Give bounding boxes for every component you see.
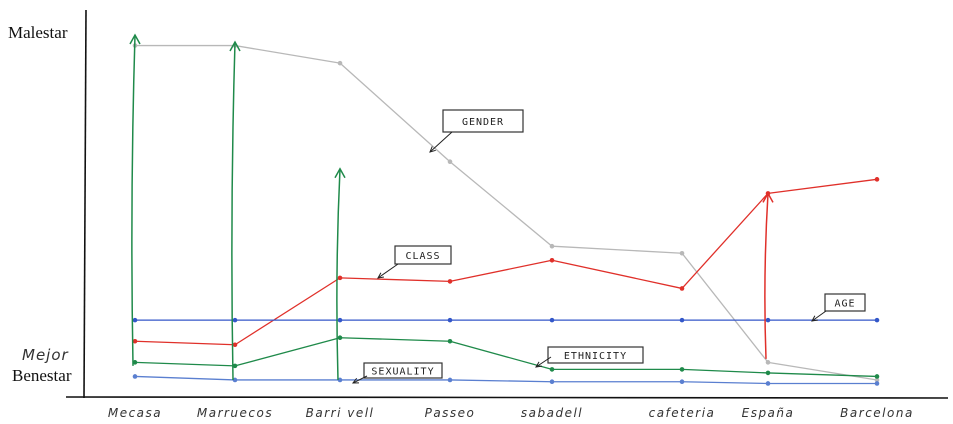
y-bottom-hand-label: Mejor — [22, 346, 69, 364]
point-gender-barri-vell — [337, 60, 343, 66]
pointer-class — [377, 263, 399, 279]
point-age-cafeteria — [679, 317, 685, 323]
pointer-head-gender — [429, 146, 436, 153]
point-age-passeo — [447, 317, 453, 323]
pointer-head-ethnicity — [535, 361, 543, 368]
point-gender-passeo — [447, 159, 453, 165]
label-box-ethnicity — [547, 346, 644, 364]
pointer-head-class — [377, 272, 385, 279]
label-gender: GENDER — [462, 117, 504, 128]
label-box-sexuality — [363, 362, 443, 379]
pointer-age — [811, 310, 827, 322]
point-class-marruecos — [232, 342, 238, 348]
point-sexuality-barcelona — [874, 381, 880, 386]
x-tick-barri-vell: Barri vell — [306, 406, 375, 420]
y-bottom-label: Benestar — [12, 366, 72, 385]
y-top-label: Malestar — [8, 23, 68, 42]
x-tick-marruecos: Marruecos — [197, 406, 273, 420]
point-sexuality-barri-vell — [337, 377, 343, 383]
x-tick-barcelona: Barcelona — [840, 406, 914, 420]
pointer-sexuality — [352, 375, 368, 384]
point-sexuality-passeo — [447, 377, 453, 383]
arrow-head-3 — [334, 167, 346, 179]
point-ethnicity-sabadell — [549, 367, 555, 372]
x-tick-sabadell: sabadell — [521, 406, 583, 420]
arrow-head-2 — [229, 40, 241, 52]
point-age-sabadell — [549, 317, 555, 323]
tag-layer: GENDER CLASS AGE ETHNICITY SEXUALITY — [351, 109, 866, 384]
pointer-ethnicity — [535, 356, 552, 368]
pointer-gender — [429, 131, 453, 153]
point-ethnicity-passeo — [447, 338, 453, 344]
point-gender-sabadell — [549, 243, 555, 249]
point-sexuality-cafeteria — [679, 379, 685, 385]
point-ethnicity-mecasa — [132, 360, 138, 365]
label-sexuality: SEXUALITY — [371, 367, 434, 378]
arrow-line-4 — [764, 193, 769, 359]
point-ethnicity-barri-vell — [337, 335, 343, 341]
series-layer — [132, 43, 880, 386]
point-gender-espa-a — [765, 360, 771, 365]
y-axis — [83, 9, 87, 399]
x-tick-labels: Mecasa Marruecos Barri vell Passeo sabadell c… — [108, 406, 914, 420]
point-ethnicity-cafeteria — [679, 367, 685, 372]
pointer-head-age — [811, 315, 818, 322]
point-ethnicity-espa-a — [765, 370, 771, 376]
x-tick-cafeteria: cafeteria — [649, 406, 716, 420]
point-ethnicity-barcelona — [874, 374, 880, 379]
point-sexuality-espa-a — [765, 381, 771, 386]
point-age-espa-a — [765, 317, 771, 323]
point-age-barri-vell — [337, 317, 343, 323]
label-box-age — [824, 293, 866, 312]
x-tick-espa-a: España — [742, 406, 795, 420]
axes — [65, 9, 949, 399]
label-box-class — [394, 245, 452, 265]
point-gender-cafeteria — [679, 250, 685, 256]
point-class-barri-vell — [337, 275, 343, 281]
point-class-cafeteria — [679, 286, 685, 291]
point-age-barcelona — [874, 317, 880, 323]
point-sexuality-marruecos — [232, 377, 238, 383]
series-line-ethnicity — [134, 337, 878, 378]
pointer-head-sexuality — [351, 377, 360, 384]
series-line-class — [134, 178, 878, 346]
point-class-barcelona — [874, 177, 880, 182]
point-sexuality-mecasa — [132, 374, 138, 379]
arrow-layer — [129, 33, 774, 380]
x-tick-passeo: Passeo — [425, 406, 476, 420]
point-class-sabadell — [549, 257, 555, 263]
arrow-line-3 — [336, 168, 341, 380]
point-gender-barcelona — [874, 377, 880, 383]
point-sexuality-sabadell — [549, 379, 555, 385]
label-ethnicity: ETHNICITY — [564, 351, 627, 362]
arrow-head-1 — [129, 33, 141, 45]
point-age-mecasa — [132, 317, 138, 323]
point-class-passeo — [447, 279, 453, 284]
x-tick-mecasa: Mecasa — [108, 406, 162, 420]
arrow-line-2 — [231, 42, 236, 380]
point-class-mecasa — [132, 338, 138, 344]
label-age: AGE — [834, 299, 855, 310]
label-box-gender — [442, 109, 524, 133]
label-class: CLASS — [405, 251, 440, 262]
arrow-line-1 — [131, 34, 136, 366]
x-axis — [65, 396, 949, 399]
arrow-head-4 — [762, 191, 774, 203]
point-ethnicity-marruecos — [232, 363, 238, 369]
series-line-sexuality — [134, 375, 877, 385]
series-line-gender — [135, 44, 878, 381]
point-age-marruecos — [232, 317, 238, 323]
